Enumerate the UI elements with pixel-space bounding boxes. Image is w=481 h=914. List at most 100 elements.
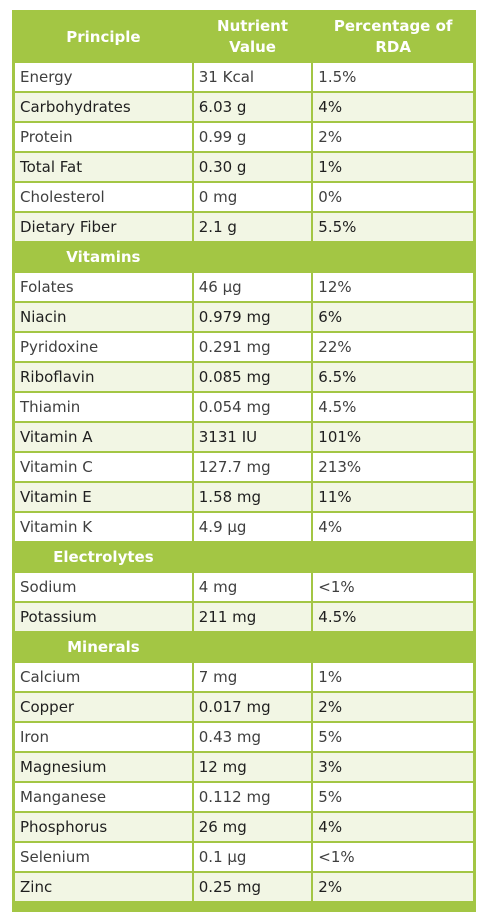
table-row: Cholesterol 0 mg 0% xyxy=(15,183,473,211)
nutrient-value-cell: 7 mg xyxy=(193,663,312,691)
table-row: Magnesium 12 mg 3% xyxy=(15,753,473,781)
rda-percentage-cell: 5.5% xyxy=(313,213,473,241)
table-row: Protein 0.99 g 2% xyxy=(15,123,473,151)
section-empty-cell xyxy=(313,243,473,271)
nutrient-name-cell: Niacin xyxy=(15,303,192,331)
rda-percentage-cell: 5% xyxy=(313,723,473,751)
column-header-nutrient-value: Nutrient Value xyxy=(193,13,312,61)
nutrient-value-cell: 26 mg xyxy=(193,813,312,841)
nutrient-name-cell: Potassium xyxy=(15,603,192,631)
nutrient-name-cell: Total Fat xyxy=(15,153,192,181)
table-row: Riboflavin 0.085 mg 6.5% xyxy=(15,363,473,391)
rda-percentage-cell: 1% xyxy=(313,663,473,691)
table-row: Folates 46 µg 12% xyxy=(15,273,473,301)
nutrient-value-cell: 0.017 mg xyxy=(193,693,312,721)
nutrient-value-cell: 31 Kcal xyxy=(193,63,312,91)
table-header-row: Principle Nutrient Value Percentage of R… xyxy=(15,13,473,61)
nutrient-name-cell: Copper xyxy=(15,693,192,721)
nutrient-name-cell: Zinc xyxy=(15,873,192,901)
rda-percentage-cell: 4% xyxy=(313,813,473,841)
rda-percentage-cell: 11% xyxy=(313,483,473,511)
nutrient-name-cell: Pyridoxine xyxy=(15,333,192,361)
rda-percentage-cell: 1.5% xyxy=(313,63,473,91)
nutrient-name-cell: Phosphorus xyxy=(15,813,192,841)
table-row: Calcium 7 mg 1% xyxy=(15,663,473,691)
nutrient-value-cell: 0.30 g xyxy=(193,153,312,181)
nutrient-name-cell: Manganese xyxy=(15,783,192,811)
section-row: Minerals xyxy=(15,633,473,661)
rda-percentage-cell: 3% xyxy=(313,753,473,781)
section-empty-cell xyxy=(193,543,312,571)
section-title: Minerals xyxy=(15,633,192,661)
rda-percentage-cell: <1% xyxy=(313,843,473,871)
table-row: Niacin 0.979 mg 6% xyxy=(15,303,473,331)
nutrient-name-cell: Protein xyxy=(15,123,192,151)
rda-percentage-cell: 2% xyxy=(313,873,473,901)
nutrient-value-cell: 0.25 mg xyxy=(193,873,312,901)
nutrient-name-cell: Iron xyxy=(15,723,192,751)
table-row: Zinc 0.25 mg 2% xyxy=(15,873,473,901)
nutrient-value-cell: 6.03 g xyxy=(193,93,312,121)
nutrient-value-cell: 12 mg xyxy=(193,753,312,781)
table-row: Energy 31 Kcal 1.5% xyxy=(15,63,473,91)
rda-percentage-cell: 4.5% xyxy=(313,603,473,631)
table-row: Dietary Fiber 2.1 g 5.5% xyxy=(15,213,473,241)
rda-percentage-cell: 213% xyxy=(313,453,473,481)
rda-percentage-cell: 0% xyxy=(313,183,473,211)
nutrition-table: Principle Nutrient Value Percentage of R… xyxy=(13,11,475,903)
nutrient-name-cell: Vitamin E xyxy=(15,483,192,511)
nutrient-value-cell: 0.979 mg xyxy=(193,303,312,331)
rda-percentage-cell: 6% xyxy=(313,303,473,331)
nutrient-value-cell: 0.99 g xyxy=(193,123,312,151)
rda-percentage-cell: 2% xyxy=(313,123,473,151)
table-row: Vitamin C 127.7 mg 213% xyxy=(15,453,473,481)
nutrient-value-cell: 211 mg xyxy=(193,603,312,631)
nutrient-value-cell: 0.054 mg xyxy=(193,393,312,421)
rda-percentage-cell: 22% xyxy=(313,333,473,361)
table-row: Pyridoxine 0.291 mg 22% xyxy=(15,333,473,361)
table-row: Total Fat 0.30 g 1% xyxy=(15,153,473,181)
section-empty-cell xyxy=(313,543,473,571)
nutrient-name-cell: Cholesterol xyxy=(15,183,192,211)
nutrient-value-cell: 2.1 g xyxy=(193,213,312,241)
nutrient-name-cell: Dietary Fiber xyxy=(15,213,192,241)
section-empty-cell xyxy=(193,633,312,661)
table-row: Vitamin A 3131 IU 101% xyxy=(15,423,473,451)
nutrient-name-cell: Energy xyxy=(15,63,192,91)
table-row: Iron 0.43 mg 5% xyxy=(15,723,473,751)
table-row: Potassium 211 mg 4.5% xyxy=(15,603,473,631)
table-row: Phosphorus 26 mg 4% xyxy=(15,813,473,841)
table-row: Carbohydrates 6.03 g 4% xyxy=(15,93,473,121)
nutrient-value-cell: 0.1 µg xyxy=(193,843,312,871)
nutrient-value-cell: 3131 IU xyxy=(193,423,312,451)
table-row: Sodium 4 mg <1% xyxy=(15,573,473,601)
nutrition-table-container: Principle Nutrient Value Percentage of R… xyxy=(12,10,476,912)
nutrient-value-cell: 46 µg xyxy=(193,273,312,301)
nutrient-name-cell: Folates xyxy=(15,273,192,301)
nutrient-name-cell: Calcium xyxy=(15,663,192,691)
rda-percentage-cell: 4.5% xyxy=(313,393,473,421)
section-row: Vitamins xyxy=(15,243,473,271)
section-empty-cell xyxy=(193,243,312,271)
column-header-principle: Principle xyxy=(15,13,192,61)
nutrient-name-cell: Vitamin K xyxy=(15,513,192,541)
nutrient-value-cell: 0 mg xyxy=(193,183,312,211)
section-title: Electrolytes xyxy=(15,543,192,571)
nutrient-name-cell: Selenium xyxy=(15,843,192,871)
table-row: Manganese 0.112 mg 5% xyxy=(15,783,473,811)
table-row: Copper 0.017 mg 2% xyxy=(15,693,473,721)
table-row: Selenium 0.1 µg <1% xyxy=(15,843,473,871)
rda-percentage-cell: 4% xyxy=(313,513,473,541)
nutrient-value-cell: 4.9 µg xyxy=(193,513,312,541)
nutrient-name-cell: Magnesium xyxy=(15,753,192,781)
rda-percentage-cell: 1% xyxy=(313,153,473,181)
rda-percentage-cell: <1% xyxy=(313,573,473,601)
table-row: Thiamin 0.054 mg 4.5% xyxy=(15,393,473,421)
table-row: Vitamin K 4.9 µg 4% xyxy=(15,513,473,541)
section-title: Vitamins xyxy=(15,243,192,271)
nutrient-value-cell: 4 mg xyxy=(193,573,312,601)
nutrient-name-cell: Riboflavin xyxy=(15,363,192,391)
nutrient-name-cell: Carbohydrates xyxy=(15,93,192,121)
nutrient-name-cell: Thiamin xyxy=(15,393,192,421)
nutrient-name-cell: Sodium xyxy=(15,573,192,601)
